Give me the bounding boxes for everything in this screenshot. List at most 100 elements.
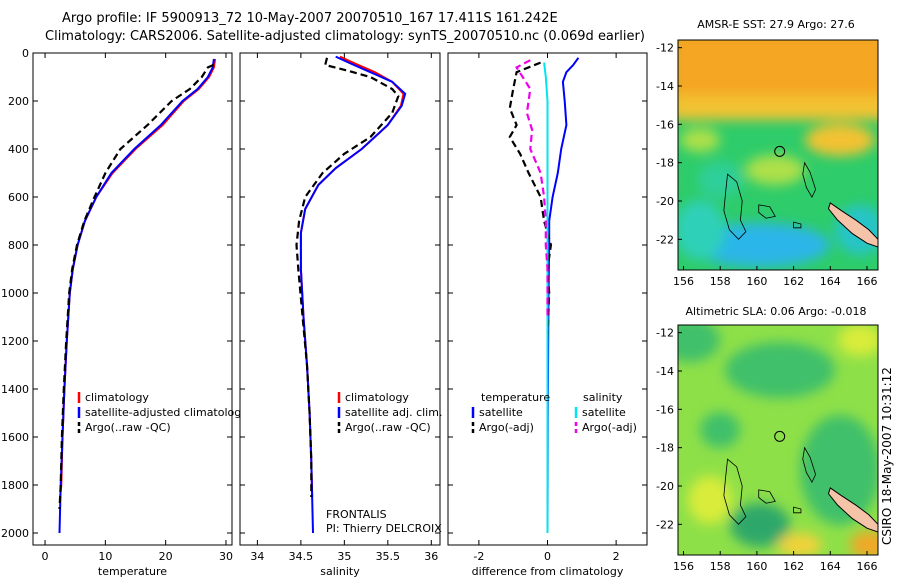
x-tick-label: 36 bbox=[424, 550, 438, 563]
argo-position-marker bbox=[774, 430, 786, 442]
x-tick-label: 164 bbox=[820, 275, 841, 288]
reef-outline bbox=[758, 489, 776, 504]
y-tick-label: -16 bbox=[656, 403, 674, 416]
legend-label: Argo(..raw -QC) bbox=[85, 421, 171, 434]
y-tick-label: -14 bbox=[656, 365, 674, 378]
pi-annotation: FRONTALIS bbox=[326, 508, 387, 521]
map-blob bbox=[778, 533, 822, 555]
legend-label: climatology bbox=[85, 391, 149, 404]
y-tick-label: -12 bbox=[656, 42, 674, 55]
x-axis-label: difference from climatology bbox=[472, 565, 624, 578]
y-tick-label: -16 bbox=[656, 118, 674, 131]
series-line bbox=[58, 63, 214, 510]
map-blob bbox=[698, 162, 742, 198]
map-color-blobs bbox=[678, 40, 878, 267]
x-tick-label: 34 bbox=[250, 550, 264, 563]
sst-map-title: AMSR-E SST: 27.9 Argo: 27.6 bbox=[697, 18, 855, 31]
plot-frame bbox=[239, 52, 441, 546]
y-tick-label: 2000 bbox=[1, 527, 29, 540]
series-line bbox=[508, 61, 553, 342]
new-caledonia-island bbox=[827, 202, 878, 248]
x-tick-label: 162 bbox=[783, 275, 804, 288]
map-field bbox=[678, 325, 878, 555]
x-tick-label: -2 bbox=[473, 550, 484, 563]
x-tick-label: 156 bbox=[673, 560, 694, 573]
legend-difference: temperature salinity satellite Argo(-adj) sa… bbox=[471, 391, 637, 434]
plot-frame bbox=[32, 52, 233, 546]
y-tick-label: 800 bbox=[8, 239, 29, 252]
map-blob bbox=[838, 325, 878, 356]
map-blob bbox=[678, 95, 878, 120]
series-line bbox=[515, 59, 549, 317]
chart-title-line2: Climatology: CARS2006. Satellite-adjuste… bbox=[45, 29, 645, 44]
new-caledonia-island bbox=[827, 487, 878, 533]
y-tick-label: 1800 bbox=[1, 479, 29, 492]
x-tick-label: 162 bbox=[783, 560, 804, 573]
map-blob bbox=[800, 415, 878, 525]
map-field bbox=[678, 40, 878, 270]
legend-label: satellite bbox=[582, 406, 626, 419]
pi-annotation: PI: Thierry DELCROIX bbox=[326, 522, 442, 535]
legend-label: climatology bbox=[345, 391, 409, 404]
x-tick-label: 0 bbox=[42, 550, 49, 563]
sla-map-title: Altimetric SLA: 0.06 Argo: -0.018 bbox=[685, 305, 867, 318]
y-tick-label: -20 bbox=[656, 480, 674, 493]
map-coastlines bbox=[723, 446, 878, 533]
y-tick-label: -18 bbox=[656, 157, 674, 170]
y-tick-label: 400 bbox=[8, 143, 29, 156]
map-blob bbox=[690, 223, 830, 267]
map-blob bbox=[678, 325, 720, 362]
y-tick-label: -22 bbox=[656, 233, 674, 246]
x-tick-label: 160 bbox=[746, 275, 767, 288]
x-tick-label: 160 bbox=[746, 560, 767, 573]
x-axis-label: temperature bbox=[98, 565, 167, 578]
x-tick-label: 2 bbox=[613, 550, 620, 563]
sla-map: 156 158 160 162 164 166 -12 -14 -16 -18 -20 -22 bbox=[656, 324, 879, 573]
map-blob bbox=[745, 155, 805, 185]
legend-label: satellite adj. clim. bbox=[345, 406, 442, 419]
y-tick-label: 0 bbox=[22, 47, 29, 60]
reef-outline bbox=[723, 173, 747, 240]
map-blob bbox=[805, 124, 875, 156]
legend-salinity: climatology satellite adj. clim. Argo(..ra… bbox=[337, 391, 442, 434]
legend-label: satellite bbox=[479, 406, 523, 419]
map-blob bbox=[725, 342, 835, 398]
series-line bbox=[299, 55, 407, 534]
y-tick-label: -12 bbox=[656, 327, 674, 340]
legend-label: Argo(..raw -QC) bbox=[345, 421, 431, 434]
series-line bbox=[295, 57, 400, 497]
x-tick-label: 35.5 bbox=[376, 550, 401, 563]
profile-panel-1: 0 10 20 30 0 200 400 600 800 1000 1200 1400 1600 1800… bbox=[1, 47, 233, 578]
legend-label: Argo(-adj) bbox=[479, 421, 534, 434]
x-tick-label: 0 bbox=[544, 550, 551, 563]
legend-heading: salinity bbox=[583, 391, 623, 404]
x-tick-label: 158 bbox=[710, 560, 731, 573]
y-tick-label: 1600 bbox=[1, 431, 29, 444]
y-tick-label: 200 bbox=[8, 95, 29, 108]
x-tick-label: 156 bbox=[673, 275, 694, 288]
y-tick-label: 1200 bbox=[1, 335, 29, 348]
legend-temperature: climatology satellite-adjusted climatolog… bbox=[77, 391, 241, 434]
reef-outline bbox=[802, 446, 817, 484]
map-frame bbox=[677, 39, 879, 271]
x-tick-label: 164 bbox=[820, 560, 841, 573]
legend-label: satellite-adjusted climatolog bbox=[85, 406, 241, 419]
y-tick-label: -20 bbox=[656, 195, 674, 208]
reef-outline bbox=[793, 506, 802, 514]
reef-outline bbox=[723, 458, 747, 525]
map-color-blobs bbox=[678, 325, 878, 555]
x-tick-label: 34.5 bbox=[289, 550, 314, 563]
x-tick-label: 20 bbox=[159, 550, 173, 563]
map-blob bbox=[850, 531, 878, 555]
map-frame bbox=[677, 324, 879, 556]
y-tick-label: -18 bbox=[656, 442, 674, 455]
map-blob bbox=[700, 412, 740, 448]
x-tick-label: 166 bbox=[856, 560, 877, 573]
profile-panel-3: -2 0 2 difference from climatology bbox=[447, 52, 648, 578]
map-blob bbox=[680, 128, 720, 152]
y-tick-label: 600 bbox=[8, 191, 29, 204]
x-tick-label: 158 bbox=[710, 275, 731, 288]
reef-outline bbox=[758, 204, 776, 219]
chart-title-line1: Argo profile: IF 5900913_72 10-May-2007 … bbox=[62, 11, 558, 26]
